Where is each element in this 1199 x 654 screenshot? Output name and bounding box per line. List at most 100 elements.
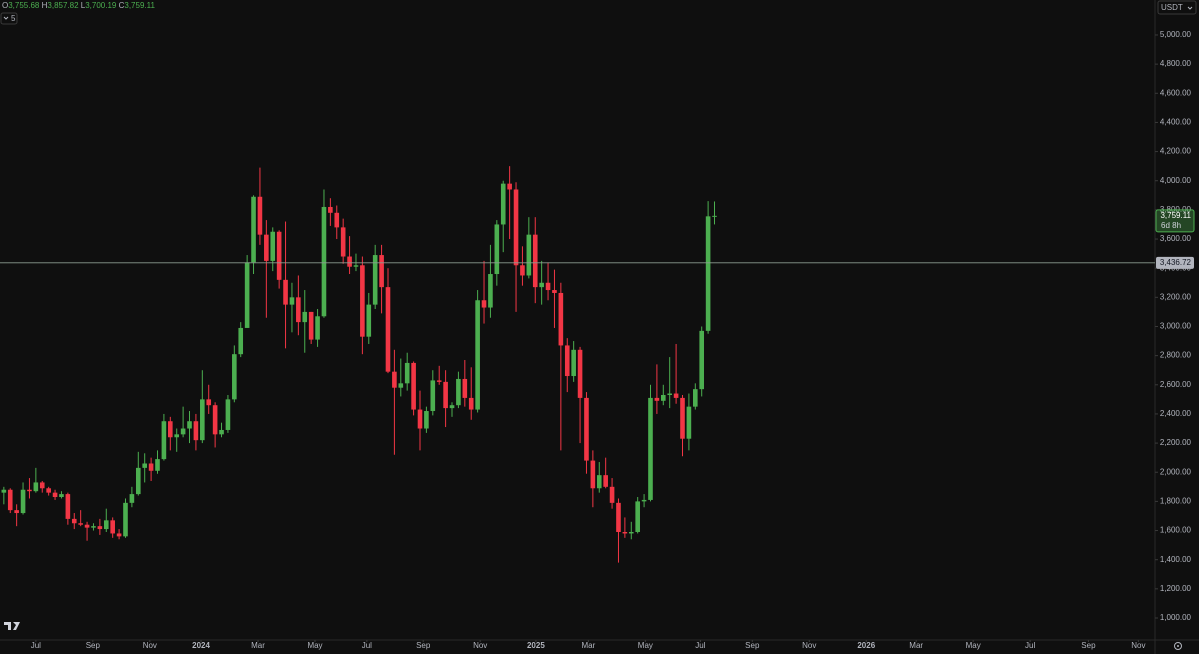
x-tick-label: Sep — [745, 641, 760, 650]
y-tick-label: 5,000.00 — [1160, 30, 1192, 39]
candle-body — [526, 234, 532, 276]
y-tick-label: 1,000.00 — [1160, 613, 1192, 622]
x-tick-label: Jul — [695, 641, 705, 650]
currency-selector[interactable]: USDT — [1157, 0, 1197, 15]
candle-body — [404, 362, 410, 384]
x-tick-label: 2025 — [527, 641, 545, 650]
candle-body — [443, 381, 448, 409]
candle-body — [494, 224, 500, 275]
y-tick-label: 2,600.00 — [1160, 380, 1192, 389]
candle-body — [20, 489, 26, 514]
candle-body — [468, 397, 474, 410]
candle-body — [353, 265, 359, 267]
candle-body — [584, 397, 589, 461]
x-tick-label: Sep — [86, 641, 101, 650]
candle-body — [321, 206, 327, 317]
candle-body — [693, 389, 698, 407]
y-tick-label: 4,200.00 — [1160, 147, 1192, 156]
x-tick-label: Mar — [581, 641, 595, 650]
candle-body — [193, 421, 199, 441]
y-tick-label: 1,400.00 — [1160, 555, 1192, 564]
candle-body — [366, 304, 372, 337]
candle-body — [449, 405, 455, 409]
candle-body — [289, 297, 295, 305]
candle-body — [52, 492, 58, 498]
candle-body — [123, 502, 128, 537]
candle-body — [315, 316, 320, 340]
candle-body — [603, 475, 608, 487]
currency[interactable]: USDT — [1161, 3, 1183, 12]
candle-body — [596, 475, 602, 489]
candle-body — [635, 501, 640, 532]
last-price-box — [1155, 209, 1195, 233]
candle-body — [116, 533, 122, 537]
ohlc-value: 3,700.19 — [85, 1, 117, 10]
x-tick-label: Nov — [473, 641, 487, 650]
candle-body — [654, 397, 660, 401]
indicators-count[interactable]: 5 — [11, 14, 16, 23]
candle-body — [571, 349, 576, 377]
candle-body — [462, 378, 468, 398]
x-tick-label: 2024 — [192, 641, 210, 650]
candle-body — [616, 502, 621, 532]
y-tick-label: 2,200.00 — [1160, 438, 1192, 447]
candle-body — [46, 488, 51, 493]
y-tick-label: 3,000.00 — [1160, 322, 1192, 331]
settings-icon[interactable] — [1174, 642, 1182, 650]
candle-body — [340, 227, 346, 257]
candle-body — [539, 282, 544, 288]
candle-body — [609, 486, 615, 503]
candle-body — [328, 206, 333, 213]
candle-body — [590, 460, 596, 489]
candle-body — [680, 397, 685, 439]
candle-body — [33, 482, 39, 492]
x-tick-label: Nov — [1131, 641, 1145, 650]
logo — [4, 622, 20, 630]
candle-body — [174, 434, 180, 438]
x-tick-label: Jul — [362, 641, 372, 650]
candle-body — [648, 397, 653, 500]
candle-body — [564, 345, 570, 377]
candle-body — [7, 489, 13, 511]
candle-body — [187, 421, 192, 429]
candle-body — [276, 231, 282, 280]
y-tick-label: 4,600.00 — [1160, 88, 1192, 97]
candle-body — [520, 265, 525, 276]
candle-body — [475, 300, 480, 410]
x-tick-label: 2026 — [857, 641, 875, 650]
candle-body — [155, 459, 160, 471]
candle-body — [302, 311, 308, 323]
candle-body — [212, 405, 218, 435]
candle-body — [488, 274, 493, 308]
candle-body — [705, 216, 711, 331]
ohlc-key: H — [42, 1, 48, 10]
y-tick-label: 2,000.00 — [1160, 467, 1192, 476]
candle-body — [622, 531, 628, 534]
candle-body — [500, 183, 506, 225]
candle-body — [1, 489, 7, 493]
ohlc-value: 3,857.82 — [47, 1, 79, 10]
candle-body — [628, 531, 634, 534]
ohlc-key: C — [119, 1, 125, 10]
candle-body — [398, 383, 404, 388]
candle-body — [532, 234, 538, 288]
y-tick-label: 4,400.00 — [1160, 118, 1192, 127]
y-tick-label: 4,800.00 — [1160, 59, 1192, 68]
candle-body — [347, 256, 352, 267]
candle-body — [135, 467, 141, 495]
candle-body — [257, 196, 263, 235]
last-price-label: 3,759.11 — [1160, 211, 1191, 220]
y-tick-label: 3,600.00 — [1160, 234, 1192, 243]
indicators-toggle[interactable]: 5 — [0, 12, 18, 25]
candle-body — [78, 523, 83, 525]
countdown: 6d 8h — [1161, 221, 1181, 230]
candle-body — [283, 279, 288, 305]
candle-body — [71, 518, 77, 524]
candle-body — [308, 311, 314, 340]
price-line-label-box — [1156, 256, 1194, 269]
candle-body — [430, 380, 436, 412]
candle-body — [641, 499, 647, 502]
